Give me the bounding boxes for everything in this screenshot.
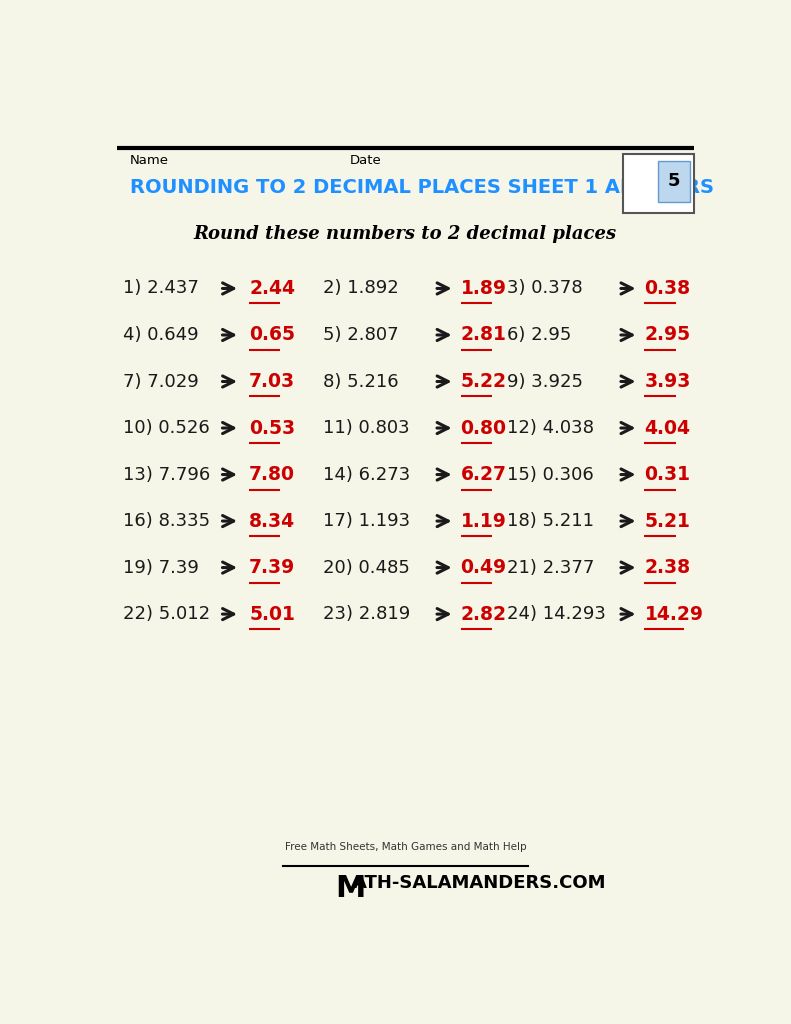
- Text: ROUNDING TO 2 DECIMAL PLACES SHEET 1 ANSWERS: ROUNDING TO 2 DECIMAL PLACES SHEET 1 ANS…: [130, 178, 713, 197]
- Text: 9) 3.925: 9) 3.925: [506, 373, 582, 390]
- Text: 0.49: 0.49: [460, 558, 507, 578]
- Text: 8) 5.216: 8) 5.216: [323, 373, 398, 390]
- Text: 2.38: 2.38: [645, 558, 691, 578]
- Text: 5.22: 5.22: [460, 372, 506, 391]
- Text: 2.95: 2.95: [645, 326, 691, 344]
- Text: 1.19: 1.19: [460, 512, 506, 530]
- Text: 14) 6.273: 14) 6.273: [323, 466, 410, 483]
- Text: 4.04: 4.04: [645, 419, 691, 437]
- Text: 10) 0.526: 10) 0.526: [123, 419, 210, 437]
- Text: 20) 0.485: 20) 0.485: [323, 558, 410, 577]
- Text: 22) 5.012: 22) 5.012: [123, 605, 210, 623]
- Text: 2.44: 2.44: [249, 279, 295, 298]
- Text: 18) 5.211: 18) 5.211: [506, 512, 593, 530]
- Text: 0.53: 0.53: [249, 419, 295, 437]
- Text: 1.89: 1.89: [460, 279, 506, 298]
- Text: 5: 5: [668, 172, 680, 190]
- Text: 13) 7.796: 13) 7.796: [123, 466, 210, 483]
- Text: 24) 14.293: 24) 14.293: [506, 605, 605, 623]
- Text: 16) 8.335: 16) 8.335: [123, 512, 210, 530]
- Text: 7.39: 7.39: [249, 558, 295, 578]
- Text: 4) 0.649: 4) 0.649: [123, 326, 199, 344]
- Text: ATH-SALAMANDERS.COM: ATH-SALAMANDERS.COM: [354, 873, 607, 892]
- Text: 0.80: 0.80: [460, 419, 506, 437]
- Text: 11) 0.803: 11) 0.803: [323, 419, 409, 437]
- Bar: [658, 161, 690, 202]
- Text: 2) 1.892: 2) 1.892: [323, 280, 399, 297]
- Text: 19) 7.39: 19) 7.39: [123, 558, 199, 577]
- Text: 6) 2.95: 6) 2.95: [506, 326, 571, 344]
- Text: Date: Date: [350, 155, 382, 167]
- Text: 7.03: 7.03: [249, 372, 295, 391]
- Text: Free Math Sheets, Math Games and Math Help: Free Math Sheets, Math Games and Math He…: [285, 842, 526, 852]
- Text: 2.82: 2.82: [460, 604, 506, 624]
- Text: 12) 4.038: 12) 4.038: [506, 419, 593, 437]
- Text: 7) 7.029: 7) 7.029: [123, 373, 199, 390]
- Text: 3) 0.378: 3) 0.378: [506, 280, 582, 297]
- Text: 14.29: 14.29: [645, 604, 703, 624]
- Text: 0.65: 0.65: [249, 326, 295, 344]
- Text: 6.27: 6.27: [460, 465, 506, 484]
- Text: 17) 1.193: 17) 1.193: [323, 512, 410, 530]
- Text: 23) 2.819: 23) 2.819: [323, 605, 410, 623]
- Text: 5.21: 5.21: [645, 512, 691, 530]
- Text: 3.93: 3.93: [645, 372, 691, 391]
- Text: 7.80: 7.80: [249, 465, 295, 484]
- Text: 5.01: 5.01: [249, 604, 295, 624]
- Text: 1) 2.437: 1) 2.437: [123, 280, 199, 297]
- Text: 8.34: 8.34: [249, 512, 295, 530]
- Bar: [623, 154, 694, 213]
- Text: Name: Name: [130, 155, 168, 167]
- Text: 15) 0.306: 15) 0.306: [506, 466, 593, 483]
- Text: 0.31: 0.31: [645, 465, 691, 484]
- Text: 0.38: 0.38: [645, 279, 691, 298]
- Text: 2.81: 2.81: [460, 326, 506, 344]
- Text: 5) 2.807: 5) 2.807: [323, 326, 398, 344]
- Text: Round these numbers to 2 decimal places: Round these numbers to 2 decimal places: [194, 225, 617, 244]
- Text: M: M: [335, 873, 365, 902]
- Text: 21) 2.377: 21) 2.377: [506, 558, 594, 577]
